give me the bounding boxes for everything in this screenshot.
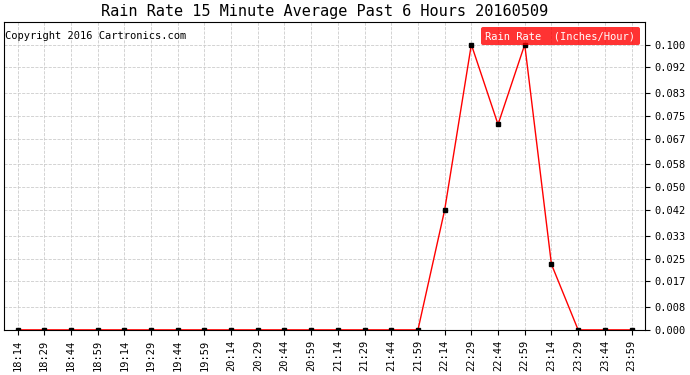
Text: Copyright 2016 Cartronics.com: Copyright 2016 Cartronics.com: [6, 31, 187, 41]
Title: Rain Rate 15 Minute Average Past 6 Hours 20160509: Rain Rate 15 Minute Average Past 6 Hours…: [101, 4, 548, 19]
Legend: Rain Rate  (Inches/Hour): Rain Rate (Inches/Hour): [482, 27, 640, 45]
